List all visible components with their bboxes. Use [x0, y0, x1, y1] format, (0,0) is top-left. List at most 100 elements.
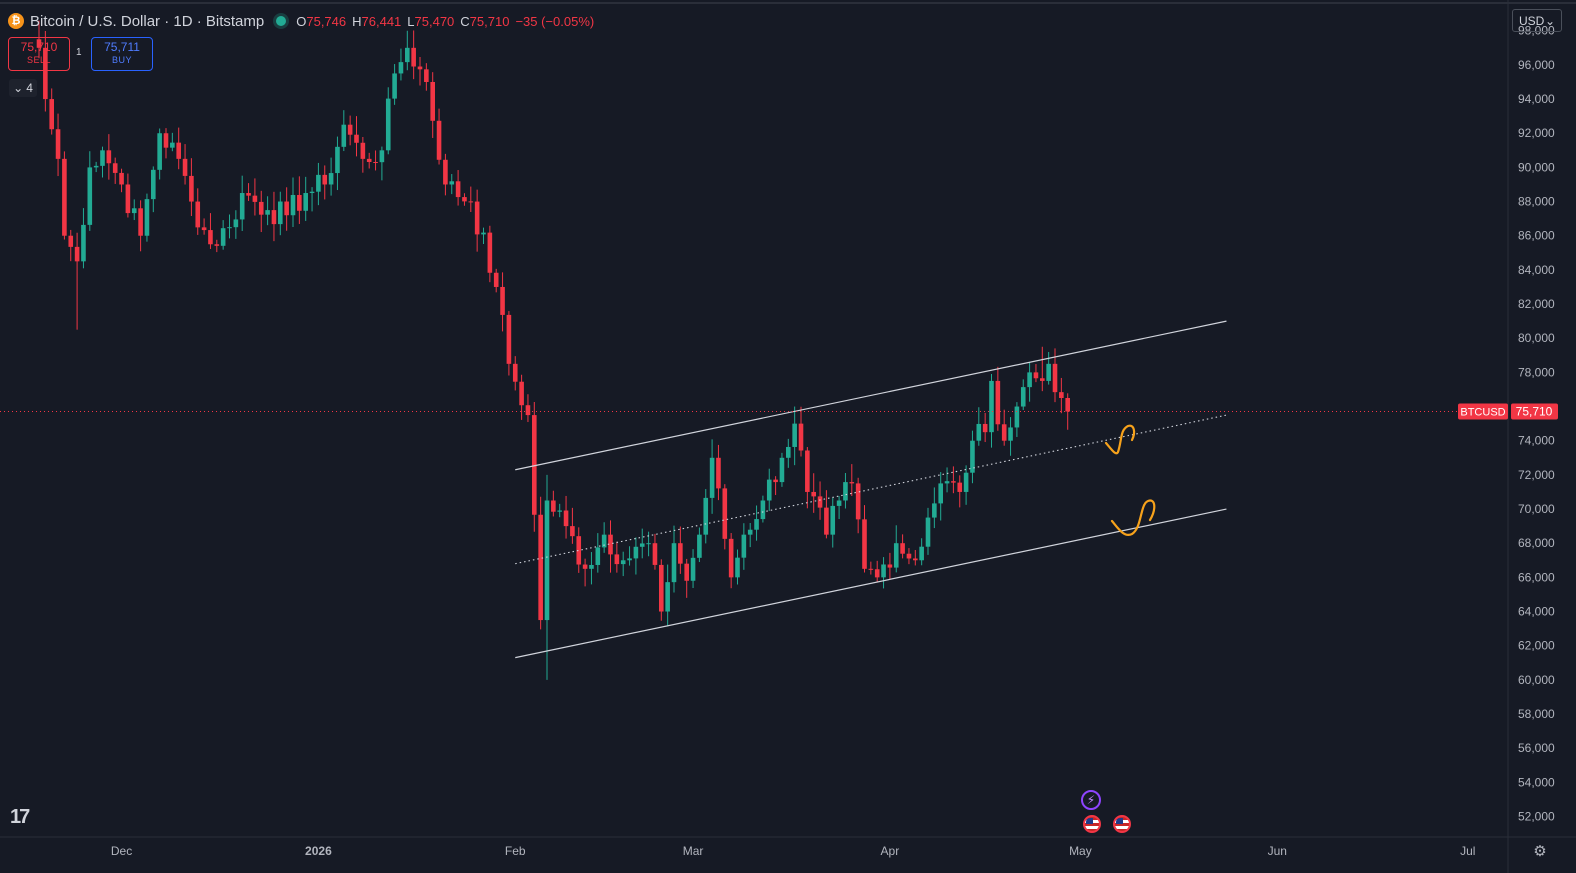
- candle-body: [519, 381, 524, 406]
- candle-body: [36, 39, 42, 48]
- change-value: −35 (−0.05%): [515, 13, 595, 29]
- price-axis-tick: 94,000: [1518, 92, 1555, 106]
- candle-body: [366, 158, 372, 163]
- tradingview-logo-icon[interactable]: 17: [10, 806, 30, 828]
- candle-body: [982, 423, 988, 433]
- us-flag-icon[interactable]: [1113, 815, 1131, 833]
- candle-body: [271, 210, 277, 225]
- sell-button[interactable]: 75,710 SELL: [8, 37, 70, 71]
- candle-body: [589, 564, 594, 569]
- currency-selector[interactable]: USD ⌄: [1512, 9, 1562, 32]
- candle-body: [786, 446, 791, 458]
- us-flag-icon[interactable]: [1083, 815, 1101, 833]
- candle-body: [239, 193, 245, 220]
- candle-body: [633, 546, 639, 559]
- candle-body: [525, 405, 531, 416]
- time-axis-label: Dec: [111, 844, 132, 858]
- candle-body: [208, 230, 213, 245]
- candle-body: [405, 47, 410, 63]
- candle-body: [976, 423, 982, 441]
- market-status-dot[interactable]: [276, 16, 287, 26]
- price-axis-tick: 58,000: [1518, 707, 1555, 721]
- candle-body: [189, 175, 194, 202]
- indicators-collapse-button[interactable]: ⌄ 4: [9, 79, 37, 97]
- candle-body: [1001, 424, 1007, 441]
- candle-body: [938, 483, 943, 504]
- time-axis-label: Mar: [683, 844, 704, 858]
- candle-body: [347, 124, 353, 135]
- candle-body: [817, 496, 823, 508]
- candle-body: [970, 440, 975, 473]
- candle-body: [773, 479, 778, 483]
- candle-body: [449, 181, 455, 185]
- candle-body: [874, 569, 880, 578]
- candle-body: [74, 246, 80, 262]
- price-axis-tick: 82,000: [1518, 297, 1555, 311]
- candle-body: [176, 142, 181, 159]
- candle-body: [138, 208, 143, 236]
- candle-body: [328, 173, 334, 185]
- currency-label: USD: [1519, 13, 1545, 28]
- chart-header: ₿ Bitcoin / U.S. Dollar · 1D · Bitstamp …: [8, 11, 594, 31]
- lightning-event-icon[interactable]: ⚡: [1081, 790, 1101, 810]
- candle-body: [1059, 392, 1064, 399]
- candle-body: [893, 543, 899, 568]
- price-axis-tick: 74,000: [1518, 434, 1555, 448]
- time-axis-label: Apr: [881, 844, 900, 858]
- candle-body: [443, 159, 448, 185]
- price-axis-tick: 92,000: [1518, 126, 1555, 140]
- candle-body: [760, 500, 766, 520]
- price-axis-tick: 90,000: [1518, 160, 1555, 174]
- price-axis-tick: 70,000: [1518, 502, 1555, 516]
- candle-body: [1014, 406, 1020, 428]
- close-value: 75,710: [469, 13, 510, 29]
- candle-body: [551, 500, 556, 512]
- candle-body: [855, 483, 861, 520]
- symbol-title[interactable]: Bitcoin / U.S. Dollar · 1D · Bitstamp: [30, 12, 265, 30]
- price-axis-tick: 84,000: [1518, 263, 1555, 277]
- candle-body: [601, 534, 607, 548]
- candle-body: [246, 193, 251, 196]
- candle-body: [309, 191, 315, 194]
- time-axis-label: Feb: [505, 844, 526, 858]
- settings-icon[interactable]: ⚙: [1533, 843, 1547, 860]
- candle-body: [335, 146, 340, 174]
- candle-body: [684, 563, 689, 581]
- candle-body: [716, 457, 721, 489]
- candle-body: [811, 491, 816, 497]
- candle-body: [119, 172, 124, 185]
- candle-body: [278, 201, 283, 225]
- candle-body: [493, 272, 499, 287]
- candle-body: [468, 201, 474, 203]
- candle-body: [608, 534, 613, 555]
- candle-body: [265, 210, 270, 215]
- candle-body: [849, 482, 855, 484]
- candle-body: [392, 73, 397, 99]
- chevron-down-icon: ⌄: [1544, 13, 1555, 28]
- sell-price: 75,710: [20, 40, 58, 54]
- price-axis-tick: 98,000: [1518, 24, 1555, 38]
- buy-button[interactable]: 75,711 BUY: [91, 37, 153, 71]
- price-axis-tick: 80,000: [1518, 331, 1555, 345]
- candle-body: [214, 244, 220, 246]
- indicators-count: 4: [26, 81, 33, 95]
- candle-body: [595, 547, 601, 565]
- candle-body: [487, 232, 493, 273]
- candle-body: [360, 142, 366, 159]
- candle-body: [43, 47, 48, 100]
- candle-body: [462, 197, 467, 202]
- candle-body: [747, 529, 753, 535]
- candle-body: [49, 99, 54, 130]
- high-label: H: [352, 13, 362, 29]
- candle-body: [322, 174, 328, 185]
- candle-body: [570, 526, 575, 537]
- candle-body: [233, 219, 239, 228]
- candle-body: [506, 314, 512, 364]
- candle-body: [951, 481, 956, 483]
- candle-body: [887, 564, 893, 568]
- candle-body: [836, 500, 842, 506]
- candle-body: [182, 158, 188, 176]
- candle-body: [424, 69, 429, 82]
